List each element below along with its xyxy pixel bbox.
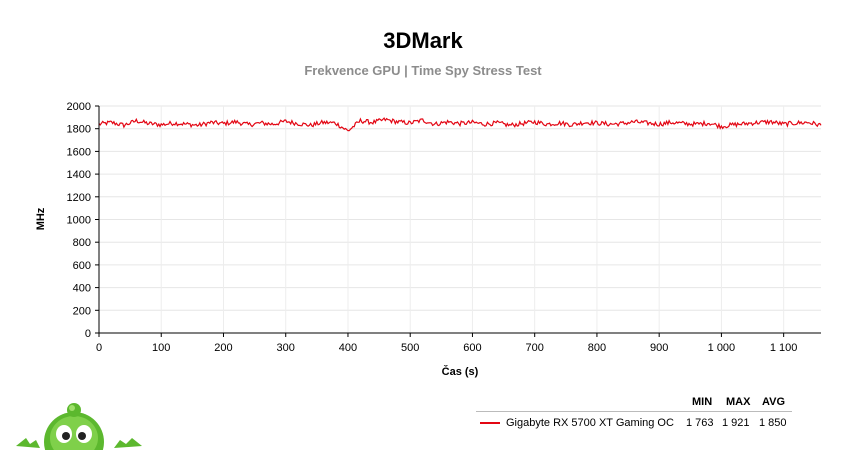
legend-table: MIN MAX AVG Gigabyte RX 5700 XT Gaming O… [476,394,792,432]
y-tick-label: 1200 [67,192,91,204]
chart-title: 3DMark [383,28,463,53]
y-tick-label: 600 [73,260,91,272]
y-tick-label: 800 [73,237,91,249]
x-tick-label: 1 100 [770,342,798,354]
y-axis-label: MHz [35,207,47,230]
x-tick-label: 500 [401,342,419,354]
x-tick-label: 400 [339,342,357,354]
y-tick-label: 2000 [67,101,91,113]
legend-header: MIN MAX AVG [476,394,792,412]
legend-col-min: MIN [692,396,713,408]
series-line [98,117,822,132]
x-tick-label: 200 [214,342,232,354]
legend-series-name: Gigabyte RX 5700 XT Gaming OC [506,417,674,429]
legend-avg-value: 1 850 [759,417,787,429]
legend-col-max: MAX [726,396,751,408]
x-tick-label: 1 000 [708,342,736,354]
x-tick-label: 800 [588,342,606,354]
x-tick-label: 900 [650,342,668,354]
x-axis-label: Čas (s) [442,365,479,378]
y-tick-label: 400 [73,283,91,295]
y-tick-label: 1800 [67,124,91,136]
x-tick-label: 600 [463,342,481,354]
grid-lines [99,105,821,333]
y-tick-label: 1600 [67,146,91,158]
x-tick-label: 0 [96,342,102,354]
legend-min-value: 1 763 [686,417,714,429]
axes: 0 200 400 600 800 1000 1200 1400 1600 1800 2000 0 10… [67,101,821,354]
legend-swatch [480,422,500,424]
x-tick-label: 100 [152,342,170,354]
x-tick-label: 300 [277,342,295,354]
y-tick-label: 200 [73,305,91,317]
y-tick-label: 1400 [67,169,91,181]
legend-row: Gigabyte RX 5700 XT Gaming OC 1 763 1 92… [476,412,792,432]
legend-max-value: 1 921 [722,417,750,429]
legend-col-avg: AVG [762,396,786,408]
line-chart: 0 200 400 600 800 1000 1200 1400 1600 1800 2000 0 10… [35,101,822,378]
chart-subtitle: Frekvence GPU | Time Spy Stress Test [304,63,542,78]
y-tick-label: 0 [85,328,91,340]
series-layer [98,117,822,132]
y-tick-label: 1000 [67,215,91,227]
mascot-logo [16,403,142,450]
x-tick-label: 700 [526,342,544,354]
